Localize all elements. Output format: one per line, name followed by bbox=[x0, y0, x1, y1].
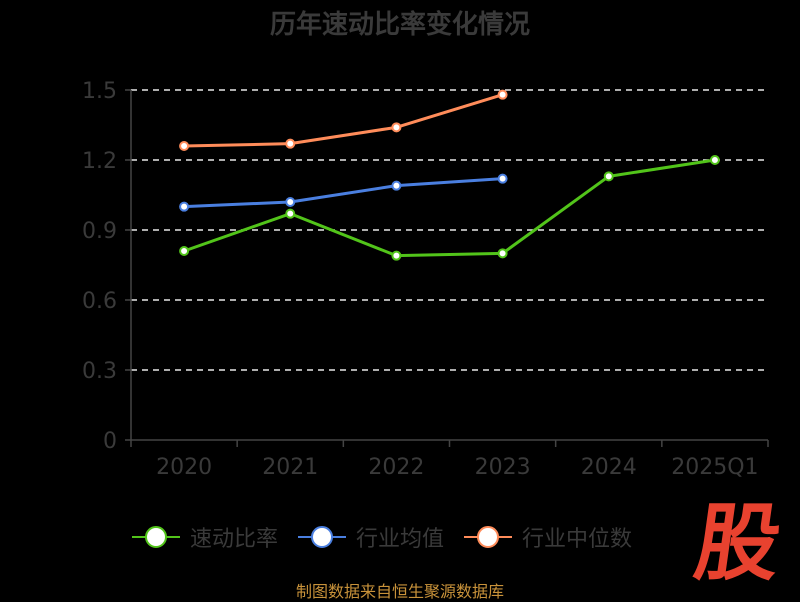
legend: 速动比率 行业均值 行业中位数 bbox=[132, 520, 652, 554]
x-tick-label: 2024 bbox=[581, 455, 637, 480]
y-tick-label: 1.2 bbox=[82, 149, 117, 174]
data-point bbox=[709, 155, 720, 165]
legend-swatch-industry-mean bbox=[298, 525, 347, 549]
data-point bbox=[391, 180, 402, 191]
series-line-2 bbox=[184, 93, 504, 148]
y-tick-label: 1.5 bbox=[82, 79, 117, 104]
series-line-0 bbox=[183, 158, 716, 258]
data-point bbox=[179, 201, 190, 212]
legend-item-quick-ratio[interactable]: 速动比率 bbox=[132, 521, 278, 553]
data-point bbox=[285, 208, 296, 219]
legend-item-industry-median[interactable]: 行业中位数 bbox=[464, 521, 632, 553]
x-tick-label: 2020 bbox=[156, 455, 212, 480]
data-point bbox=[497, 173, 508, 184]
data-point bbox=[179, 246, 190, 256]
legend-swatch-quick-ratio bbox=[132, 525, 180, 549]
data-point bbox=[603, 171, 614, 182]
watermark-logo: 股 bbox=[689, 494, 787, 592]
x-tick-label: 2023 bbox=[475, 455, 531, 480]
chart-title: 历年速动比率变化情况 bbox=[269, 10, 530, 40]
data-point bbox=[391, 122, 402, 133]
legend-label: 速动比率 bbox=[190, 527, 279, 552]
x-tick-label: 2022 bbox=[368, 455, 424, 480]
x-tick-label: 2021 bbox=[262, 455, 318, 480]
legend-swatch-industry-median bbox=[464, 525, 513, 549]
y-tick-label: 0.9 bbox=[82, 219, 117, 244]
data-point bbox=[497, 248, 508, 259]
series-line-1 bbox=[184, 177, 503, 209]
data-point bbox=[285, 138, 296, 149]
data-point bbox=[391, 250, 402, 261]
data-point bbox=[285, 197, 296, 207]
legend-item-industry-mean[interactable]: 行业均值 bbox=[298, 521, 444, 553]
y-tick-label: 0 bbox=[103, 429, 117, 454]
legend-label: 行业均值 bbox=[356, 527, 445, 552]
x-tick-label: 2025Q1 bbox=[671, 455, 758, 480]
y-tick-label: 0.3 bbox=[82, 359, 117, 384]
legend-label: 行业中位数 bbox=[522, 527, 633, 552]
y-tick-label: 0.6 bbox=[82, 289, 117, 314]
data-point bbox=[497, 89, 508, 100]
data-point bbox=[179, 141, 190, 151]
data-source-footer: 制图数据来自恒生聚源数据库 bbox=[295, 582, 504, 601]
